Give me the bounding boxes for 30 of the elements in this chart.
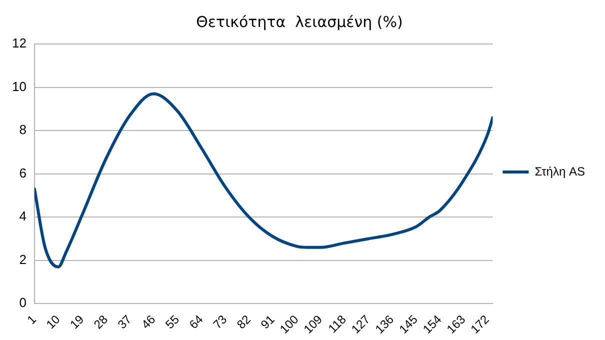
y-tick-label: 0 — [19, 295, 26, 310]
y-tick-label: 8 — [19, 122, 26, 138]
x-tick-label: 163 — [444, 312, 468, 336]
x-tick-label: 136 — [372, 312, 397, 336]
y-tick-label: 12 — [12, 36, 26, 51]
x-tick-label: 10 — [43, 312, 63, 332]
x-tick-label: 154 — [420, 312, 444, 336]
chart-title: Θετικότητα λειασμένη (%) — [196, 12, 403, 31]
x-tick-label: 172 — [468, 312, 492, 336]
x-tick-label: 145 — [396, 312, 421, 336]
y-tick-label: 4 — [19, 208, 26, 224]
x-tick-label: 100 — [277, 312, 302, 336]
x-tick-label: 91 — [258, 312, 278, 332]
x-tick-label: 55 — [162, 312, 182, 332]
x-tick-label: 37 — [114, 312, 135, 332]
line-series — [34, 92, 493, 268]
x-tick-label: 118 — [325, 312, 350, 336]
x-tick-label: 109 — [300, 312, 326, 336]
x-tick-label: 127 — [348, 312, 373, 336]
x-tick-label: 46 — [138, 312, 158, 332]
y-tick-label: 2 — [19, 252, 26, 267]
legend-label: Στήλη AS — [534, 164, 586, 178]
x-tick-label: 1 — [24, 312, 40, 327]
y-tick-label: 10 — [12, 78, 26, 94]
x-tick-label: 28 — [91, 312, 111, 332]
x-tick-label: 64 — [186, 312, 206, 332]
x-tick-label: 73 — [210, 312, 230, 332]
x-tick-label: 19 — [67, 312, 87, 332]
y-tick-label: 6 — [19, 165, 26, 180]
x-tick-label: 82 — [234, 312, 254, 332]
